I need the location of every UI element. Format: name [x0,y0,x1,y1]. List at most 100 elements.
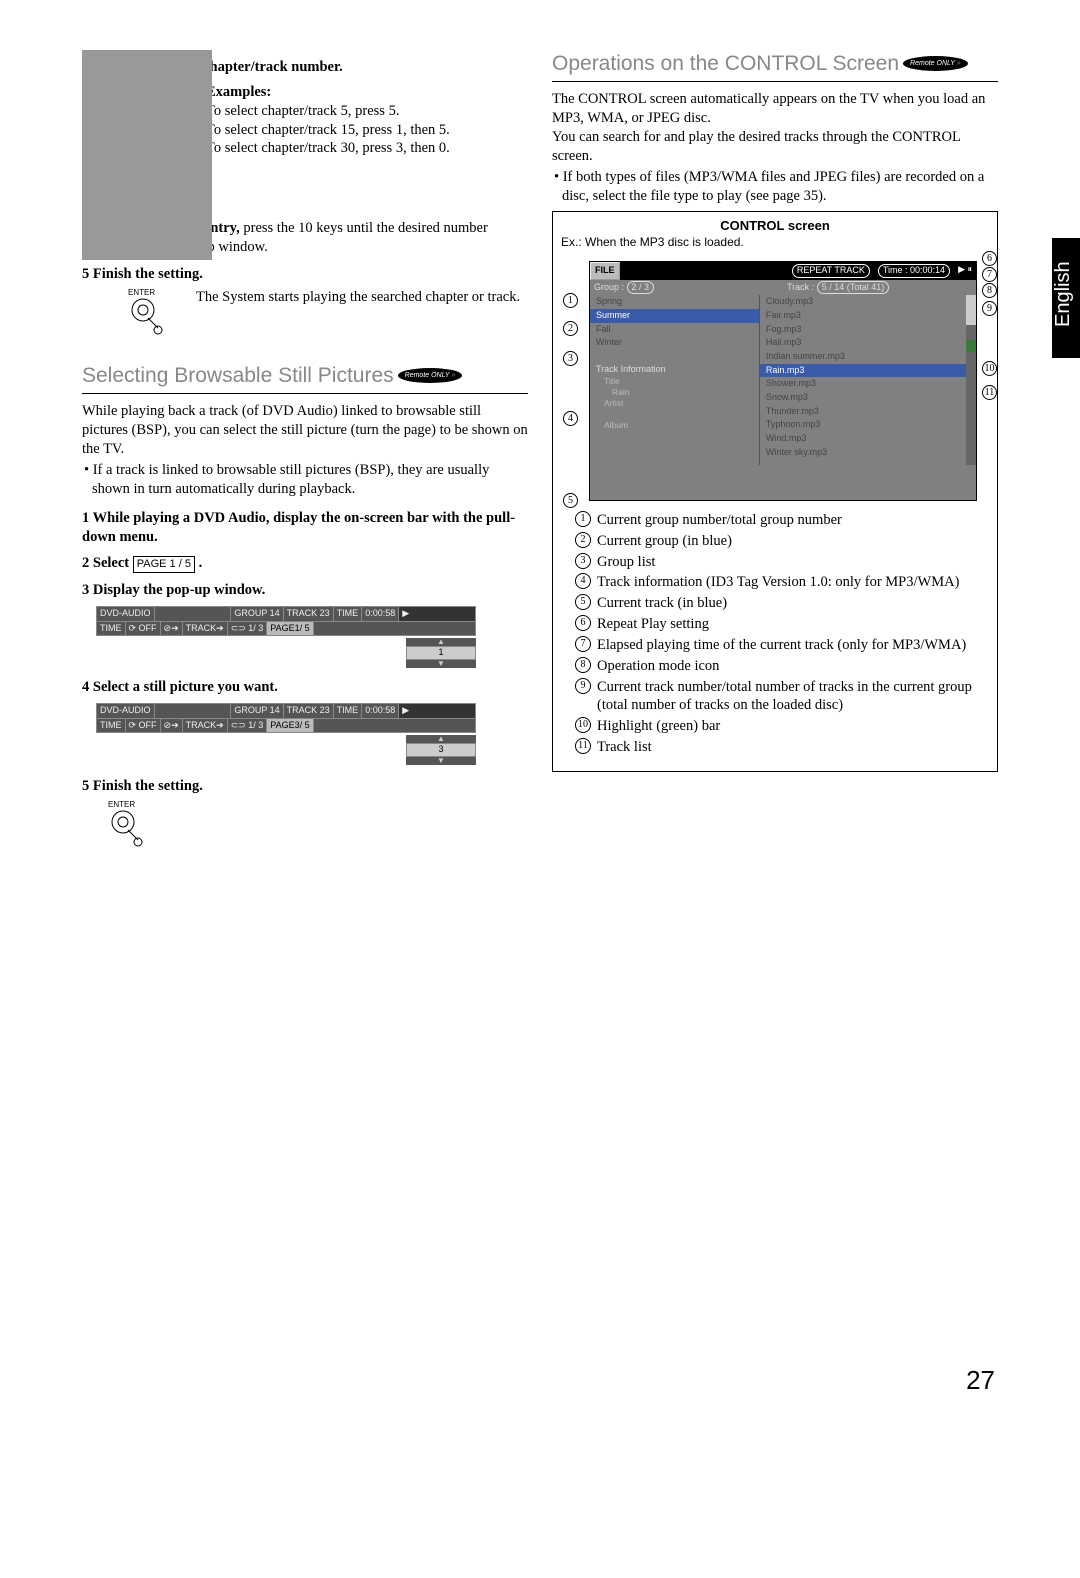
legend-text: Operation mode icon [597,657,719,676]
pager-down-icon: ▼ [406,757,476,765]
legend-num: 6 [575,615,591,631]
osd-cell: ⊘➔ [161,719,183,733]
legend-text: Current track (in blue) [597,594,727,613]
legend-num: 2 [575,532,591,548]
control-title-text: Operations on the CONTROL Screen [552,50,899,77]
callout-10: 10 [982,361,997,376]
bsp-intro2: • If a track is linked to browsable stil… [82,461,528,499]
legend-item: 1 Current group number/total group number [561,511,989,530]
bsp-step2-box: PAGE 1 / 5 [133,556,195,572]
group-label: Group : [594,282,624,292]
osd-cell: TIME [334,704,363,718]
osd-cell: TIME [334,607,363,621]
track-item: Fog.mp3 [760,323,976,337]
legend-num: 10 [575,717,591,733]
divider [82,393,528,394]
enter-button-diagram: ENTER [128,288,168,342]
osd-cell: ⊘➔ [161,622,183,636]
ctrl-p3: • If both types of files (MP3/WMA files … [552,168,998,206]
step5-text: The System starts playing the searched c… [196,288,520,342]
track-list: Cloudy.mp3 Fair.mp3 Fog.mp3 Hail.mp3 Ind… [760,295,976,465]
legend-item: 2Current group (in blue) [561,532,989,551]
control-screen-title: CONTROL screen [561,218,989,235]
divider [552,81,998,82]
callout-1: 1 [563,293,578,308]
time-label: Time : 00:00:14 [874,262,954,280]
group-value: 2 / 3 [627,281,655,295]
remote-only-badge: Remote ONLY [398,368,463,383]
track-value: 5 / 14 (Total 41) [817,281,890,295]
enter-icon [108,810,148,854]
osd-cell: ⊂⊃ 1/ 3 [228,622,268,636]
track-label: Track : [787,282,814,292]
osd-cell [314,719,475,733]
pager-down-icon: ▼ [406,660,476,668]
legend-num: 4 [575,573,591,589]
legend-text: Current track number/total number of tra… [597,678,989,716]
osd-cell: GROUP 14 [231,704,283,718]
legend-text: Track information (ID3 Tag Version 1.0: … [597,573,959,592]
legend-item: 7Elapsed playing time of the current tra… [561,636,989,655]
osd-pager-2: ▲ 3 ▼ [96,735,476,765]
track-item: Cloudy.mp3 [760,295,976,309]
control-screen: FILE REPEAT TRACK Time : 00:00:14 ▶ ⏸ Gr… [589,261,977,501]
legend-text: Current group number/total group number [597,511,842,530]
enter-button-diagram: ENTER [108,800,528,854]
callout-7: 7 [982,267,997,282]
bsp-step3: 3 Display the pop-up window. [82,581,528,600]
legend-text: Highlight (green) bar [597,717,720,736]
legend-num: 5 [575,594,591,610]
osd-cell: TIME [97,719,126,733]
header-gray-block [82,50,212,260]
ti-val: Rain [612,387,629,397]
pager-up-icon: ▲ [406,638,476,646]
osd-cell [314,622,475,636]
control-screen-subtitle: Ex.: When the MP3 disc is loaded. [561,235,989,251]
play-icon: ▶ ⏸ [954,262,976,280]
legend-item: 3Group list [561,553,989,572]
group-item: Winter [590,336,759,350]
osd-cell: ▶ [399,607,475,621]
enter-icon [128,298,168,342]
callout-2: 2 [563,321,578,336]
legend-item: 4 Track information (ID3 Tag Version 1.0:… [561,573,989,592]
osd-cell [155,607,232,621]
example-line: To select chapter/track 15, press 1, the… [206,121,528,140]
bsp-title-text: Selecting Browsable Still Pictures [82,362,394,389]
bsp-step2: 2 Select PAGE 1 / 5 . [82,554,528,573]
callout-3: 3 [563,351,578,366]
scroll-thumb [966,295,976,325]
track-item: Shower.mp3 [760,377,976,391]
callout-11: 11 [982,385,997,400]
osd-cell: PAGE3/ 5 [267,719,313,733]
language-tab: English [1052,238,1080,358]
enter-label: ENTER [128,288,155,298]
page-number: 27 [966,1365,995,1396]
group-item: Fall [590,323,759,337]
section-control-title: Operations on the CONTROL Screen Remote … [552,50,998,77]
ti-label: Album [604,420,628,430]
examples-title: Examples: [206,83,528,102]
legend-item: 6 Repeat Play setting [561,615,989,634]
osd-cell: ⟳ OFF [126,622,161,636]
legend-num: 9 [575,678,591,694]
callout-9: 9 [982,301,997,316]
section-bsp-title: Selecting Browsable Still Pictures Remot… [82,362,528,389]
legend-num: 11 [575,738,591,754]
legend-list: 1 Current group number/total group number… [561,511,989,757]
group-item: Spring [590,295,759,309]
osd-cell: TIME [97,622,126,636]
pager-value: 1 [406,646,476,660]
legend-num: 8 [575,657,591,673]
legend-num: 7 [575,636,591,652]
legend-text: Repeat Play setting [597,615,709,634]
callout-4: 4 [563,411,578,426]
group-list: Spring Summer Fall Winter Track Informat… [590,295,760,465]
legend-num: 1 [575,511,591,527]
callout-6: 6 [982,251,997,266]
callout-5: 5 [563,493,578,508]
osd-cell: ⟳ OFF [126,719,161,733]
example-line: To select chapter/track 5, press 5. [206,102,528,121]
enter-label: ENTER [108,800,135,810]
bsp-step4: 4 Select a still picture you want. [82,678,528,697]
